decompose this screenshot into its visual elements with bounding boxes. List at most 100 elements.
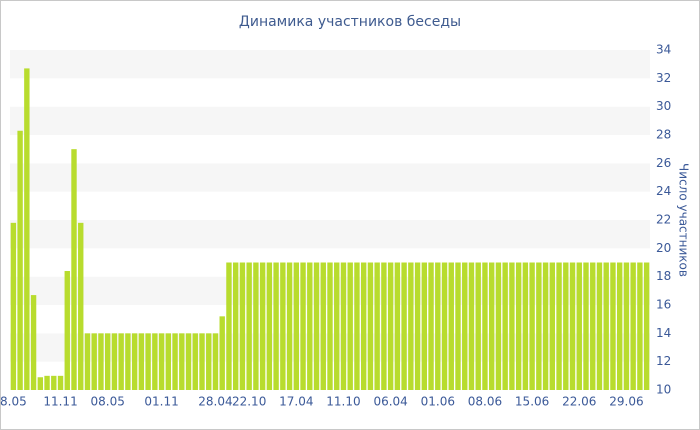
bar: [509, 262, 515, 390]
bar: [441, 262, 448, 390]
bar: [78, 222, 84, 390]
bar: [347, 262, 353, 390]
grid-band: [10, 163, 650, 192]
bar: [199, 333, 205, 390]
y-tick-label: 16: [656, 298, 671, 312]
y-tick-label: 32: [656, 71, 671, 85]
bar: [300, 262, 306, 390]
bar: [374, 262, 380, 390]
chart-title: Динамика участников беседы: [239, 14, 461, 30]
bar: [131, 333, 138, 390]
bar: [340, 262, 347, 390]
bar: [522, 262, 529, 390]
bar: [387, 262, 394, 390]
bar: [428, 262, 434, 390]
x-tick-label: 15.06: [515, 395, 549, 409]
y-tick-label: 30: [656, 99, 671, 113]
bar: [118, 333, 124, 390]
bar: [259, 262, 266, 390]
grid-band: [10, 135, 650, 164]
bar: [455, 262, 461, 390]
bar: [280, 262, 286, 390]
bar: [563, 262, 569, 390]
bar: [44, 375, 50, 390]
bar: [17, 130, 23, 390]
bar: [408, 262, 414, 390]
bar: [576, 262, 582, 390]
grid-band: [10, 220, 650, 249]
x-tick-label: 8.05: [0, 395, 27, 409]
bar: [536, 262, 542, 390]
bar: [529, 262, 535, 390]
bar: [226, 262, 232, 390]
y-tick-label: 18: [656, 269, 671, 283]
y-tick-label: 12: [656, 354, 671, 368]
bar: [10, 222, 17, 390]
bar: [253, 262, 259, 390]
bar: [320, 262, 326, 390]
bar: [98, 333, 104, 390]
bar: [152, 333, 158, 390]
bar: [91, 333, 97, 390]
x-tick-label: 01.06: [421, 395, 455, 409]
bar: [596, 262, 603, 390]
bar: [158, 333, 165, 390]
bar: [623, 262, 630, 390]
bar: [448, 262, 454, 390]
bar: [556, 262, 562, 390]
bar: [273, 262, 279, 390]
x-tick-label: 11.10: [326, 395, 360, 409]
x-tick-label: 08.06: [468, 395, 502, 409]
bar: [495, 262, 502, 390]
bar: [125, 333, 131, 390]
grid-band: [10, 50, 650, 79]
bar: [145, 333, 151, 390]
y-tick-label: 14: [656, 326, 671, 340]
grid-band: [10, 78, 650, 107]
y-tick-label: 26: [656, 156, 671, 170]
bar: [232, 262, 239, 390]
bar: [84, 333, 91, 390]
bar: [401, 262, 407, 390]
y-axis-label: Число участников: [677, 163, 691, 277]
bar: [643, 262, 650, 390]
bar: [583, 262, 589, 390]
y-tick-label: 34: [656, 43, 671, 57]
x-tick-label: 28.04: [198, 395, 232, 409]
bar: [610, 262, 616, 390]
bar: [239, 262, 246, 390]
bar: [502, 262, 508, 390]
bar: [421, 262, 428, 390]
y-tick-label: 20: [656, 241, 671, 255]
bar: [482, 262, 488, 390]
bar: [104, 333, 111, 390]
bar: [542, 262, 549, 390]
bar: [219, 316, 225, 390]
bar: [172, 333, 178, 390]
bar: [165, 333, 172, 390]
bar: [212, 333, 219, 390]
bar: [381, 262, 387, 390]
bar: [394, 262, 401, 390]
x-tick-label: 11.11: [43, 395, 77, 409]
bar: [475, 262, 481, 390]
bar: [138, 333, 145, 390]
x-tick-label: 22.10: [232, 395, 266, 409]
grid-band: [10, 191, 650, 220]
bar: [327, 262, 333, 390]
bar: [179, 333, 185, 390]
bar: [246, 262, 252, 390]
bar: [488, 262, 495, 390]
bar: [192, 333, 198, 390]
bar: [71, 149, 77, 390]
x-tick-label: 22.06: [562, 395, 596, 409]
y-tick-label: 10: [656, 383, 671, 397]
x-tick-label: 06.04: [373, 395, 407, 409]
bar: [569, 262, 576, 390]
bar: [354, 262, 360, 390]
bar: [590, 262, 596, 390]
bar: [266, 262, 273, 390]
bar: [286, 262, 293, 390]
